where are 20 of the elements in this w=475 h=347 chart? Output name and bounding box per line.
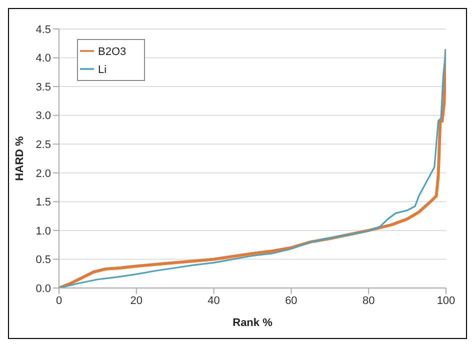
y-tick-label: 1.5 [36,196,51,209]
y-axis-title: HARD % [14,136,26,181]
x-tick-label: 80 [362,294,375,307]
x-tick-label: 60 [285,294,298,307]
legend-label: Li [98,64,107,76]
x-tick-label: 40 [208,294,220,307]
y-tick-label: 3.0 [36,110,51,122]
y-tick-label: 2.0 [36,168,51,180]
y-tick-label: 4.0 [36,52,51,65]
x-tick-label: 20 [130,294,143,307]
y-tick-label: 3.5 [36,81,51,94]
y-tick-label: 2.5 [36,139,51,152]
y-tick-label: 4.5 [36,24,51,36]
y-tick-label: 0.5 [36,254,51,266]
y-tick-label: 1.0 [36,225,51,238]
y-tick-label: 0.0 [36,282,51,295]
x-tick-label: 0 [56,294,62,307]
legend-label: B2O3 [98,46,126,58]
x-tick-label: 100 [436,294,456,307]
x-axis-title: Rank % [232,317,273,329]
